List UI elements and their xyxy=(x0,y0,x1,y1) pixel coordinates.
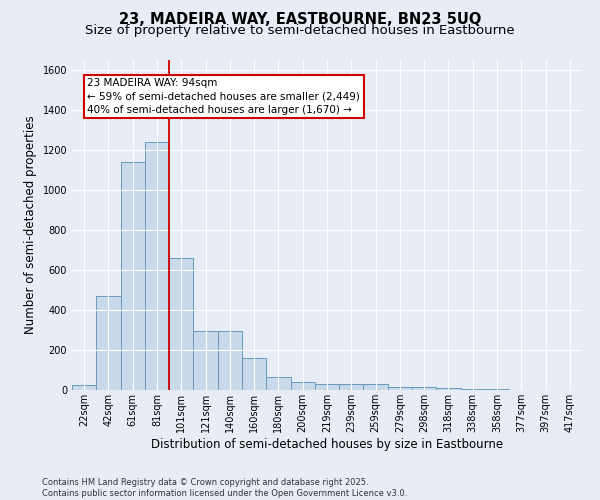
Bar xyxy=(364,384,388,390)
Bar xyxy=(315,384,339,390)
Bar xyxy=(242,358,266,390)
Bar xyxy=(412,387,436,390)
Text: 23, MADEIRA WAY, EASTBOURNE, BN23 5UQ: 23, MADEIRA WAY, EASTBOURNE, BN23 5UQ xyxy=(119,12,481,28)
Bar xyxy=(72,385,96,390)
Bar xyxy=(121,162,145,390)
Bar xyxy=(96,296,121,390)
Bar xyxy=(290,382,315,390)
Bar xyxy=(461,389,485,390)
Bar xyxy=(436,388,461,390)
Y-axis label: Number of semi-detached properties: Number of semi-detached properties xyxy=(24,116,37,334)
Text: Size of property relative to semi-detached houses in Eastbourne: Size of property relative to semi-detach… xyxy=(85,24,515,37)
Text: 23 MADEIRA WAY: 94sqm
← 59% of semi-detached houses are smaller (2,449)
40% of s: 23 MADEIRA WAY: 94sqm ← 59% of semi-deta… xyxy=(88,78,360,114)
Text: Contains HM Land Registry data © Crown copyright and database right 2025.
Contai: Contains HM Land Registry data © Crown c… xyxy=(42,478,407,498)
Bar xyxy=(266,377,290,390)
Bar xyxy=(145,142,169,390)
Bar xyxy=(169,258,193,390)
Bar xyxy=(339,384,364,390)
Bar xyxy=(218,331,242,390)
X-axis label: Distribution of semi-detached houses by size in Eastbourne: Distribution of semi-detached houses by … xyxy=(151,438,503,450)
Bar xyxy=(388,387,412,390)
Bar xyxy=(193,331,218,390)
